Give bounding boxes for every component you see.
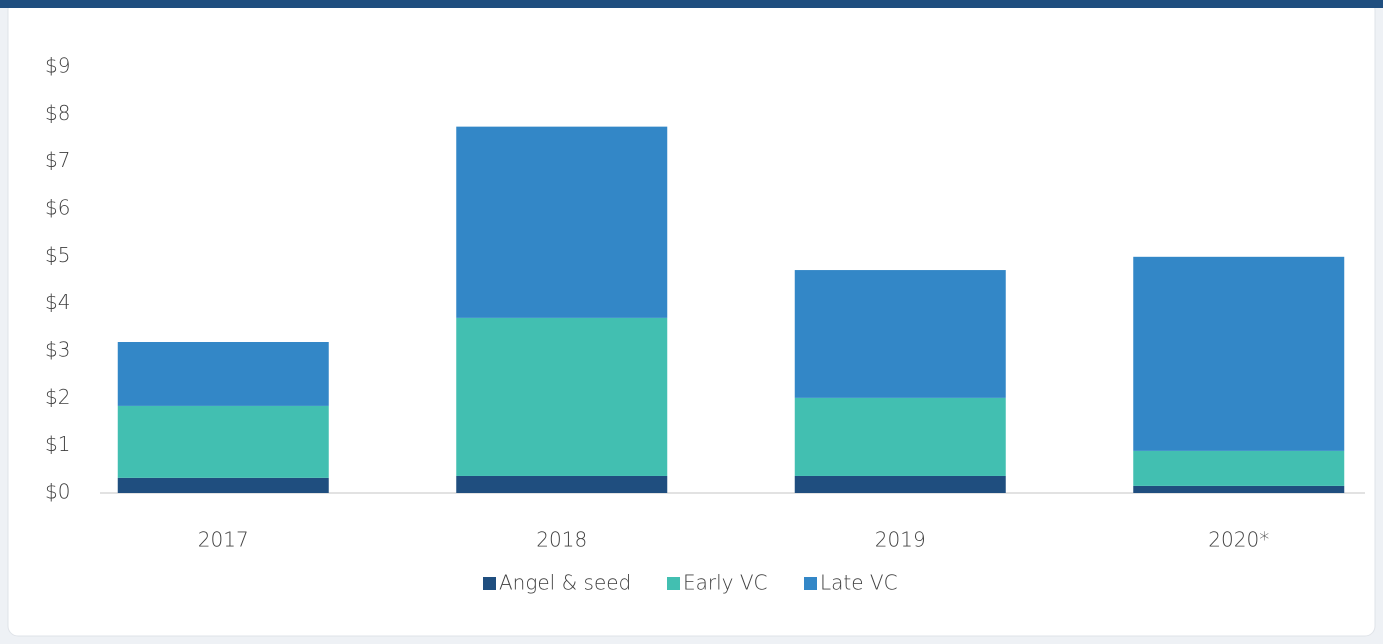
y-tick-label: $2 — [45, 385, 70, 409]
x-tick-label: 2018 — [536, 528, 587, 552]
y-tick-label: $3 — [45, 338, 70, 362]
legend-label: Angel & seed — [499, 571, 631, 595]
bar-segment — [1133, 450, 1345, 486]
bar-segment — [117, 405, 329, 478]
legend-swatch — [667, 577, 680, 590]
y-tick-label: $5 — [45, 243, 70, 267]
x-tick-label: 2019 — [875, 528, 926, 552]
y-tick-label: $4 — [45, 290, 70, 314]
legend-label: Late VC — [820, 571, 898, 595]
y-tick-label: $6 — [45, 196, 70, 220]
x-tick-label: 2017 — [198, 528, 249, 552]
bar-segment — [456, 317, 668, 476]
bar-segment — [456, 475, 668, 493]
bar-segment — [1133, 485, 1345, 493]
bar-segment — [794, 270, 1006, 398]
bar-segment — [456, 126, 668, 318]
bar-segment — [794, 397, 1006, 476]
y-tick-label: $1 — [45, 432, 70, 456]
legend-swatch — [804, 577, 817, 590]
legend-label: Early VC — [683, 571, 768, 595]
top-bar — [0, 0, 1383, 8]
bar-segment — [794, 475, 1006, 493]
bar-segment — [1133, 256, 1345, 451]
y-tick-label: $9 — [45, 54, 70, 78]
legend-swatch — [483, 577, 496, 590]
bar-segment — [117, 477, 329, 493]
x-tick-label: 2020* — [1208, 528, 1269, 552]
y-tick-label: $8 — [45, 101, 70, 125]
card — [7, 0, 1376, 637]
bar-segment — [117, 342, 329, 406]
y-tick-label: $7 — [45, 148, 70, 172]
y-tick-label: $0 — [45, 480, 70, 504]
